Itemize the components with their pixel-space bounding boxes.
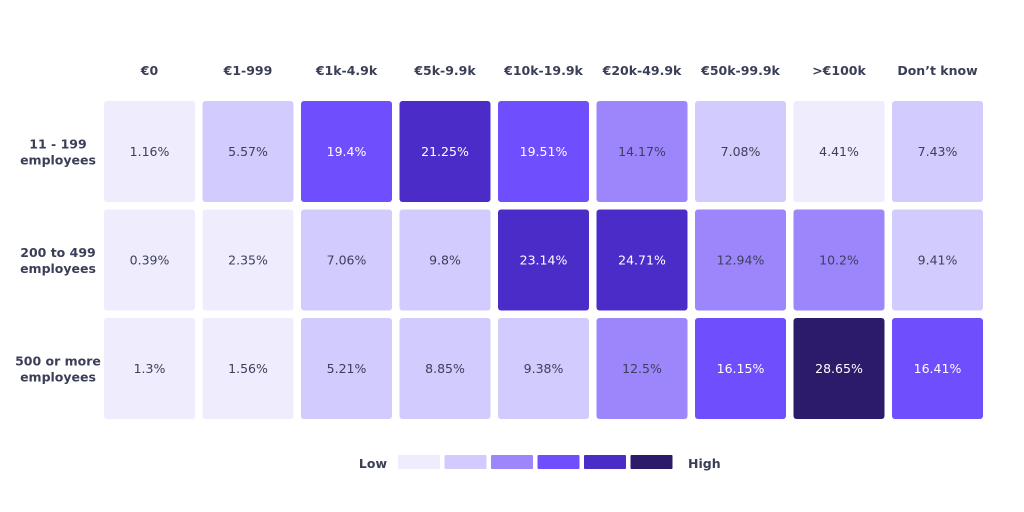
cell-value-label: 28.65% [815,361,863,376]
legend-swatch [537,455,580,469]
cell-value-label: 8.85% [425,361,465,376]
cell-value-label: 7.06% [327,253,367,268]
column-label: Don’t know [897,63,978,78]
heatmap-cell [695,101,786,202]
heatmap-cell [301,101,392,202]
heatmap-cell [202,318,294,419]
legend-swatch [584,455,626,469]
row-label-line: 11 - 199 [29,137,86,152]
row-label-line: 500 or more [15,354,101,369]
row-label: 200 to 499 employees [20,245,96,276]
legend-swatch [398,455,440,469]
cell-value-label: 1.16% [130,144,170,159]
cell-value-label: 19.51% [520,144,568,159]
heatmap-cell [498,101,589,202]
heatmap-cell [104,318,195,419]
cell-value-label: 5.57% [228,144,268,159]
cell-value-label: 24.71% [618,253,666,268]
column-label: €1-999 [223,63,273,78]
legend: Low High [359,455,721,471]
cell-value-label: 9.41% [918,253,958,268]
cell-value-label: 23.14% [520,253,568,268]
cell-value-label: 16.15% [717,361,765,376]
cell-value-label: 7.43% [918,144,958,159]
heatmap-cell [892,318,983,419]
heatmap-cell [202,209,294,311]
cell-value-label: 19.4% [327,144,367,159]
row-label-line: employees [20,153,96,168]
legend-swatch [630,455,673,469]
legend-low-label: Low [359,456,388,471]
heatmap-cell [498,318,589,419]
column-label: €10k-19.9k [503,63,583,78]
row-label-line: employees [20,370,96,385]
heatmap-cell [793,101,885,202]
cell-value-label: 1.56% [228,361,268,376]
cell-value-label: 21.25% [421,144,469,159]
cell-value-label: 9.38% [524,361,564,376]
column-label: €20k-49.9k [602,63,682,78]
heatmap-cell [399,318,491,419]
heatmap-cell [399,101,491,202]
row-label: 11 - 199 employees [20,137,96,168]
cell-value-label: 16.41% [914,361,962,376]
cell-value-label: 5.21% [327,361,367,376]
column-label: €0 [140,63,159,78]
heatmap-cell [695,209,786,311]
legend-swatches [398,455,673,469]
cell-value-label: 0.39% [130,253,170,268]
heatmap-cell [301,209,392,311]
heatmap-cell [793,318,885,419]
heatmap-cell [695,318,786,419]
cell-value-label: 4.41% [819,144,859,159]
cell-value-label: 7.08% [721,144,761,159]
cell-value-label: 10.2% [819,253,859,268]
heatmap-cell [399,209,491,311]
column-label: €1k-4.9k [315,63,378,78]
cell-value-label: 1.3% [134,361,166,376]
heatmap-cell [202,101,294,202]
column-label: €50k-99.9k [700,63,780,78]
heatmap-cell [596,209,688,311]
cell-value-label: 12.5% [622,361,662,376]
cell-value-label: 12.94% [717,253,765,268]
heatmap-cell [596,318,688,419]
row-label-line: 200 to 499 [20,245,95,260]
cell-value-label: 14.17% [618,144,666,159]
heatmap-cell [793,209,885,311]
row-label: 500 or more employees [15,354,101,385]
heatmap-cell [892,209,983,311]
legend-high-label: High [688,456,721,471]
legend-swatch [444,455,487,469]
heatmap-cell [596,101,688,202]
heatmap-cells: 1.16% 5.57% 19.4% 21.25% 19.51% 14.17% 7.08% 4.… [104,101,983,419]
heatmap-cell [104,101,195,202]
heatmap-cell [498,209,589,311]
column-label: €5k-9.9k [413,63,476,78]
heatmap-cell [301,318,392,419]
heatmap-cell [892,101,983,202]
column-labels: €0 €1-999 €1k-4.9k €5k-9.9k €10k-19.9k €20k-4… [140,63,978,78]
legend-swatch [491,455,533,469]
row-label-line: employees [20,261,96,276]
cell-value-label: 2.35% [228,253,268,268]
column-label: >€100k [812,63,866,78]
heatmap-cell [104,209,195,311]
cell-value-label: 9.8% [429,253,461,268]
